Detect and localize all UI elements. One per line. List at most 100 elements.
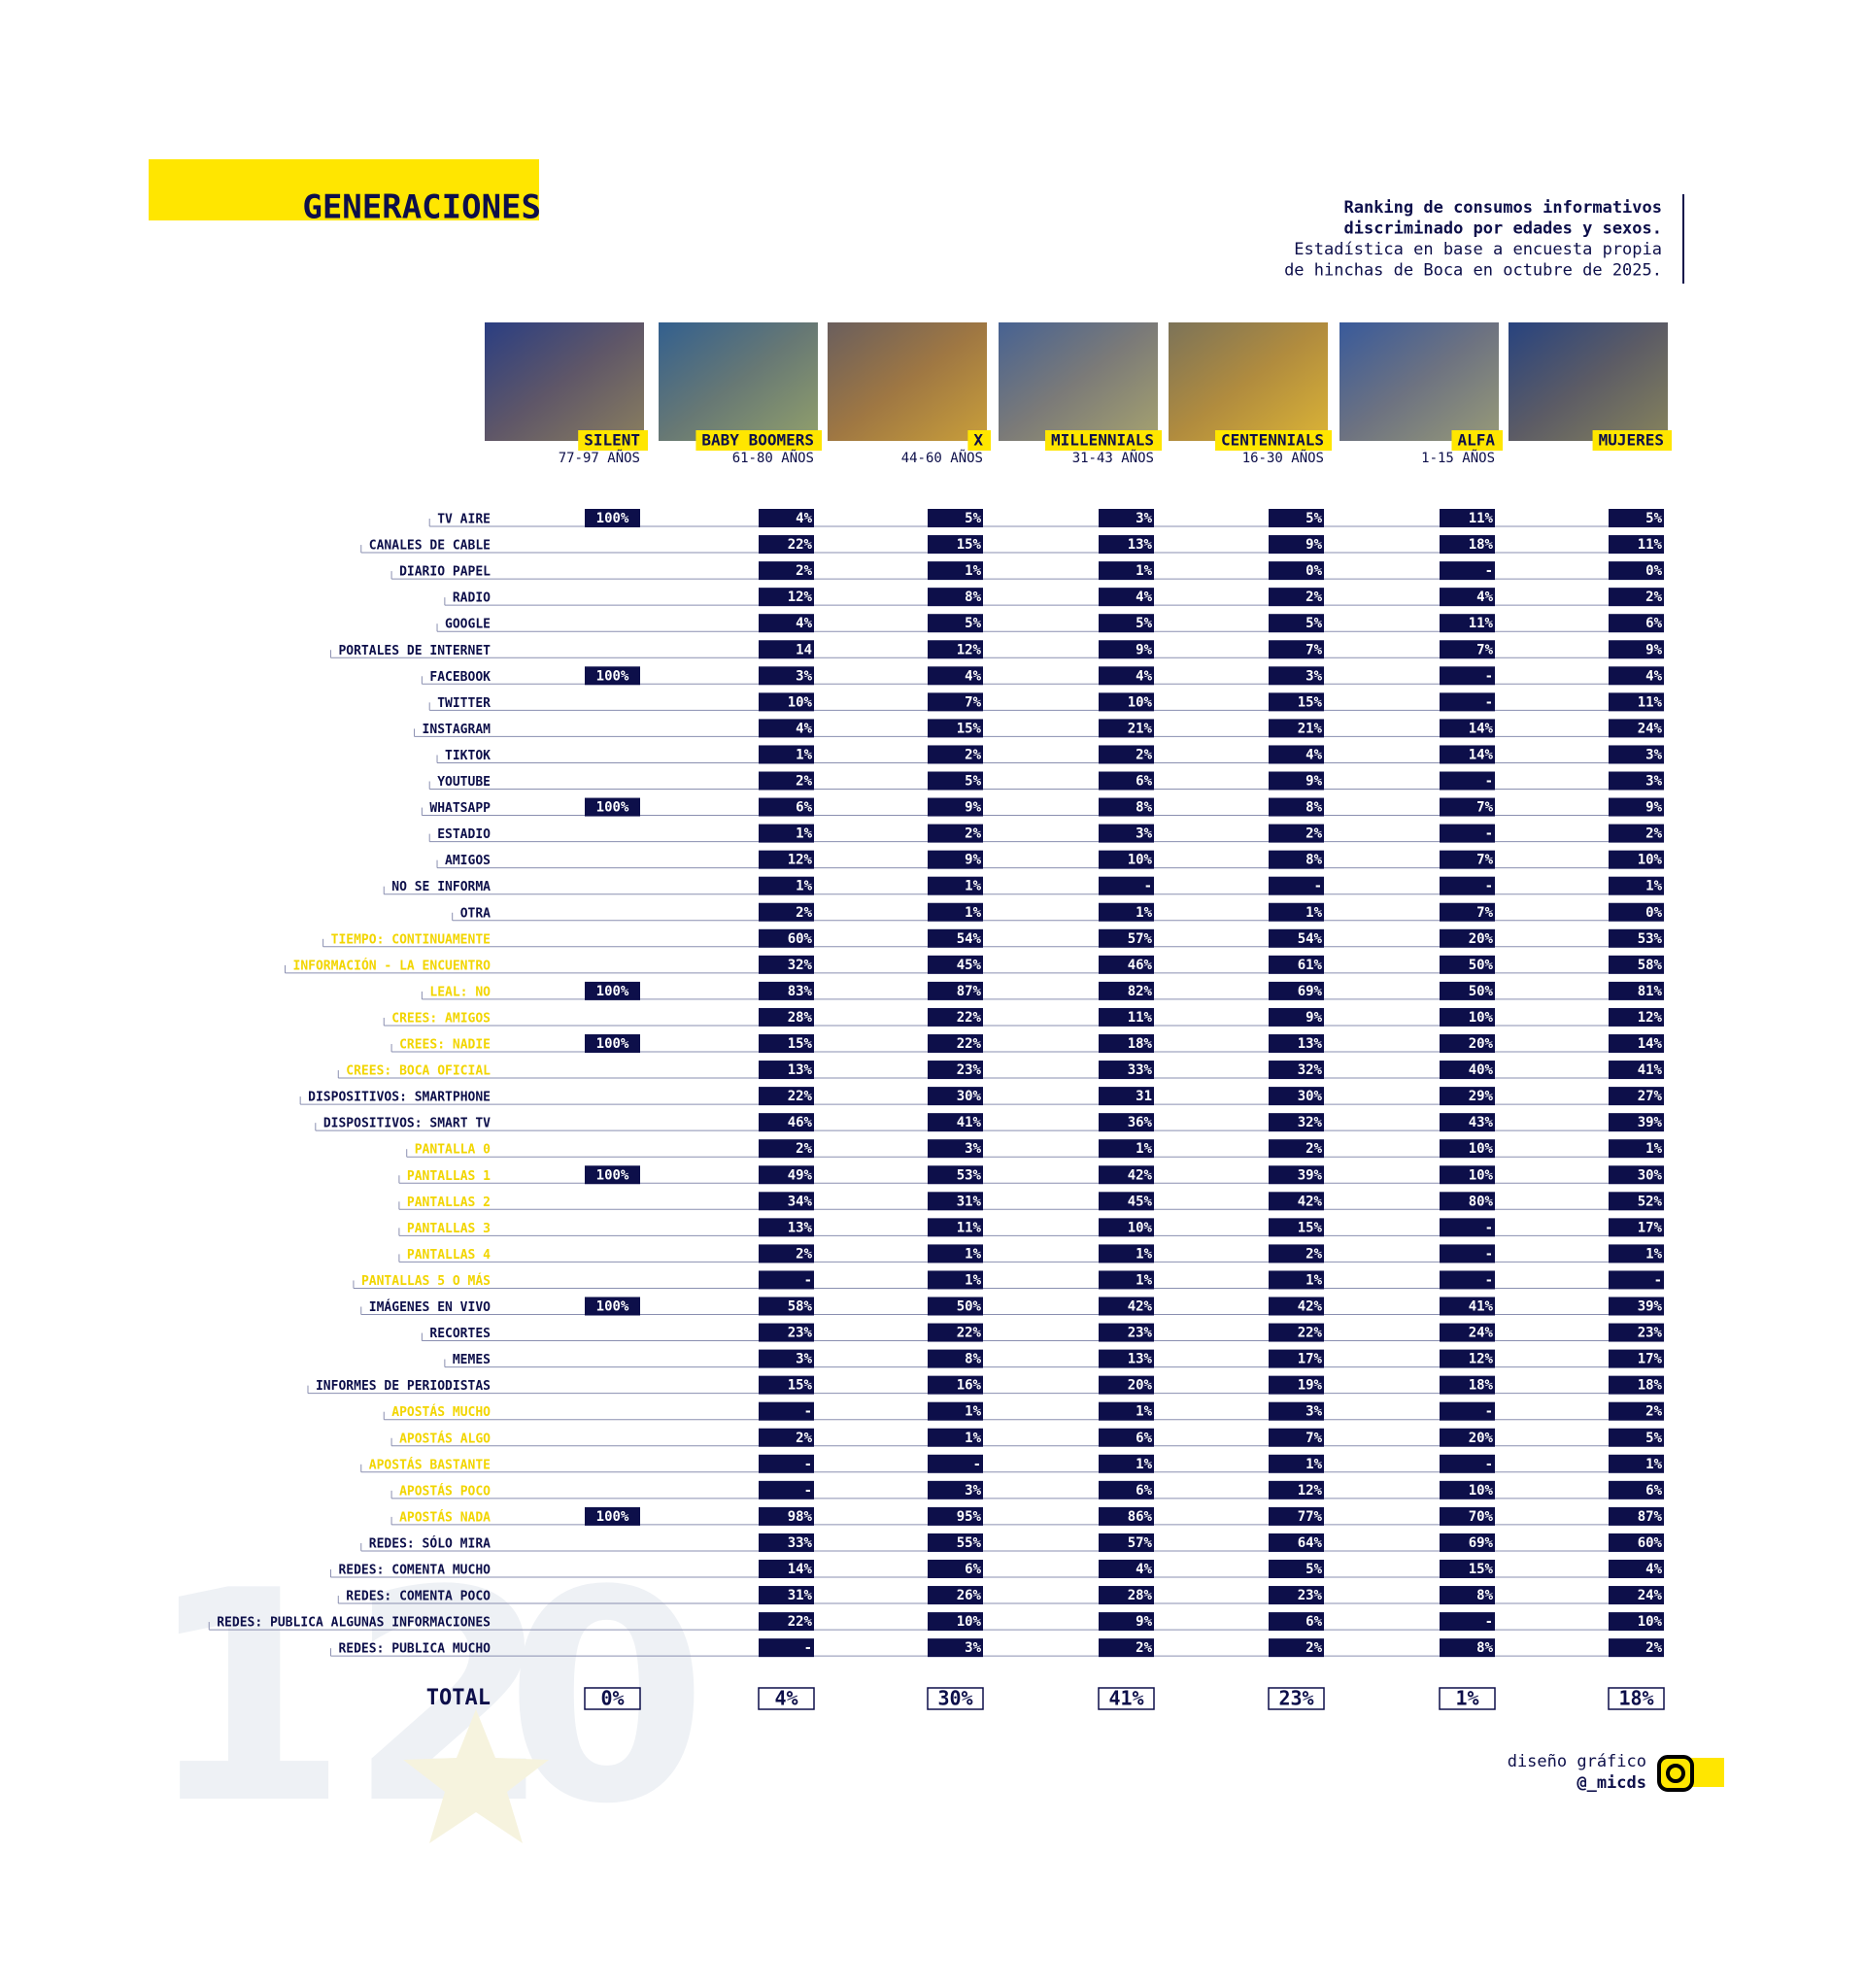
- row-label: TIEMPO: CONTINUAMENTE: [331, 932, 491, 947]
- row-label: APOSTÁS ALGO: [399, 1431, 491, 1446]
- cell-value: 2%: [1645, 590, 1662, 605]
- cell-value: 33%: [788, 1535, 813, 1551]
- cell-box: [928, 928, 983, 948]
- cell-value: -: [1485, 826, 1493, 842]
- cell-box: [759, 1323, 814, 1342]
- cell-box: [928, 745, 983, 764]
- cell-value: 9%: [965, 853, 981, 868]
- cell-box: [1269, 1638, 1324, 1658]
- cell-value: 2%: [796, 1141, 812, 1157]
- cell-value: -: [1314, 879, 1322, 894]
- column-name: SILENT: [584, 431, 640, 450]
- cell-value: 10%: [957, 1614, 982, 1630]
- cell-box: [759, 588, 814, 607]
- cell-value: 9%: [1306, 537, 1322, 553]
- cell-value: 8%: [1306, 800, 1322, 816]
- cell-box: [1269, 824, 1324, 843]
- cell-box: [1609, 928, 1664, 948]
- cell-value: 1%: [965, 1246, 981, 1262]
- cell-box: [1609, 1218, 1664, 1237]
- cell-box: [1099, 1612, 1154, 1632]
- cell-value: 1%: [1645, 879, 1662, 894]
- cell-value: 21%: [1298, 721, 1323, 736]
- cell-value: 31: [1136, 1089, 1152, 1104]
- cell-value: 2%: [1306, 826, 1322, 842]
- cell-value: 41%: [1469, 1299, 1494, 1315]
- cell-value: 9%: [1136, 642, 1152, 657]
- total-box: [1098, 1687, 1155, 1710]
- cell-value: 5%: [965, 616, 981, 631]
- cell-value: 6%: [1136, 774, 1152, 790]
- cell-value: 58%: [788, 1299, 813, 1315]
- cell-value: 12%: [957, 642, 982, 657]
- cell-box: [928, 1061, 983, 1080]
- cell-value: 11%: [1638, 694, 1663, 710]
- cell-box: [1609, 1349, 1664, 1368]
- row-label: TWITTER: [437, 696, 491, 711]
- cell-box: [1440, 666, 1495, 686]
- cell-value: 14%: [1638, 1036, 1663, 1052]
- cell-value: 5%: [1136, 616, 1152, 631]
- cell-value: 100%: [596, 668, 629, 684]
- cell-value: 23%: [1128, 1326, 1153, 1341]
- cell-value: 7%: [1306, 642, 1322, 657]
- cell-box: [1099, 561, 1154, 581]
- cell-value: 7%: [965, 694, 981, 710]
- cell-box: [1269, 902, 1324, 922]
- cell-box: [1440, 1401, 1495, 1421]
- cell-value: 5%: [965, 774, 981, 790]
- cell-value: 43%: [1469, 1115, 1494, 1130]
- cell-value: 1%: [1645, 1457, 1662, 1472]
- cell-value: 3%: [965, 1141, 981, 1157]
- cell-value: 22%: [957, 1326, 982, 1341]
- cell-value: 11%: [1638, 537, 1663, 553]
- cell-value: 3%: [1136, 826, 1152, 842]
- cell-value: -: [1485, 1220, 1493, 1235]
- cell-value: 23%: [957, 1062, 982, 1078]
- cell-value: 1%: [1306, 1272, 1322, 1288]
- cell-box: [1440, 640, 1495, 659]
- cell-value: 3%: [796, 668, 812, 684]
- cell-value: 7%: [1476, 642, 1493, 657]
- cell-value: 10%: [1128, 694, 1153, 710]
- cell-box: [1609, 1113, 1664, 1132]
- cell-box: [759, 1638, 814, 1658]
- cell-value: 10%: [1469, 1167, 1494, 1183]
- cell-box: [759, 850, 814, 869]
- name-tag: [695, 430, 822, 451]
- cell-box: [1609, 719, 1664, 738]
- cell-box: [1099, 692, 1154, 712]
- cell-box: [1269, 1375, 1324, 1395]
- cell-value: 1%: [1136, 1457, 1152, 1472]
- cell-value: 10%: [1128, 853, 1153, 868]
- cell-value: 1%: [1136, 1246, 1152, 1262]
- cell-value: 22%: [957, 1036, 982, 1052]
- cell-box: [1440, 561, 1495, 581]
- cell-value: 18%: [1128, 1036, 1153, 1052]
- cell-value: -: [1654, 1272, 1662, 1288]
- row-label: CANALES DE CABLE: [369, 539, 491, 554]
- cell-box: [1099, 1560, 1154, 1578]
- cell-value: -: [804, 1640, 812, 1656]
- cell-box: [1440, 1506, 1495, 1526]
- cell-value: 3%: [1306, 668, 1322, 684]
- row-label: CREES: NADIE: [399, 1038, 491, 1053]
- cell-box: [1440, 588, 1495, 607]
- cell-box: [1440, 1297, 1495, 1316]
- cell-box: [759, 640, 814, 659]
- cell-value: 60%: [788, 931, 813, 947]
- cell-box: [1609, 1612, 1664, 1632]
- cell-box: [1099, 1401, 1154, 1421]
- cell-value: 2%: [796, 1246, 812, 1262]
- cell-box: [759, 1533, 814, 1552]
- cell-value: 28%: [1128, 1588, 1153, 1603]
- cell-box: [1440, 535, 1495, 555]
- cell-box: [1440, 1454, 1495, 1473]
- row-label: FACEBOOK: [429, 670, 491, 685]
- row-label: TV AIRE: [437, 513, 491, 527]
- cell-box: [1099, 1454, 1154, 1473]
- cell-value: 60%: [1638, 1535, 1663, 1551]
- cell-value: -: [804, 1272, 812, 1288]
- cell-box: [1440, 902, 1495, 922]
- cell-box: [1440, 1270, 1495, 1290]
